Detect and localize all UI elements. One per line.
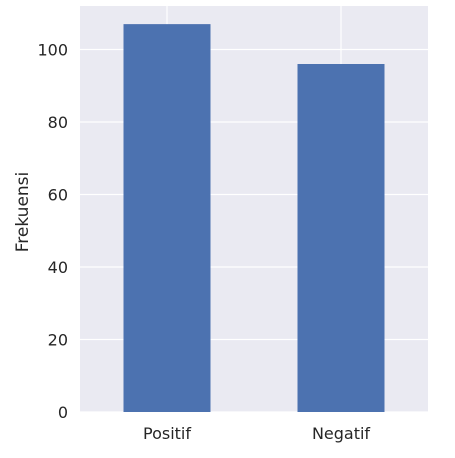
y-tick-label: 20 [48,331,68,350]
bar-positif [123,24,211,412]
y-tick-label: 100 [37,41,68,60]
x-tick-labels: Positif Negatif [143,424,370,443]
bars [123,24,385,412]
bar-negatif [297,64,385,412]
x-tick-label: Negatif [312,424,370,443]
y-tick-label: 60 [48,186,68,205]
y-tick-label: 40 [48,258,68,277]
y-tick-label: 80 [48,113,68,132]
y-axis-label: Frekuensi [13,172,33,253]
y-tick-labels: 0 20 40 60 80 100 [37,41,68,423]
y-tick-label: 0 [58,403,68,422]
x-tick-label: Positif [143,424,191,443]
